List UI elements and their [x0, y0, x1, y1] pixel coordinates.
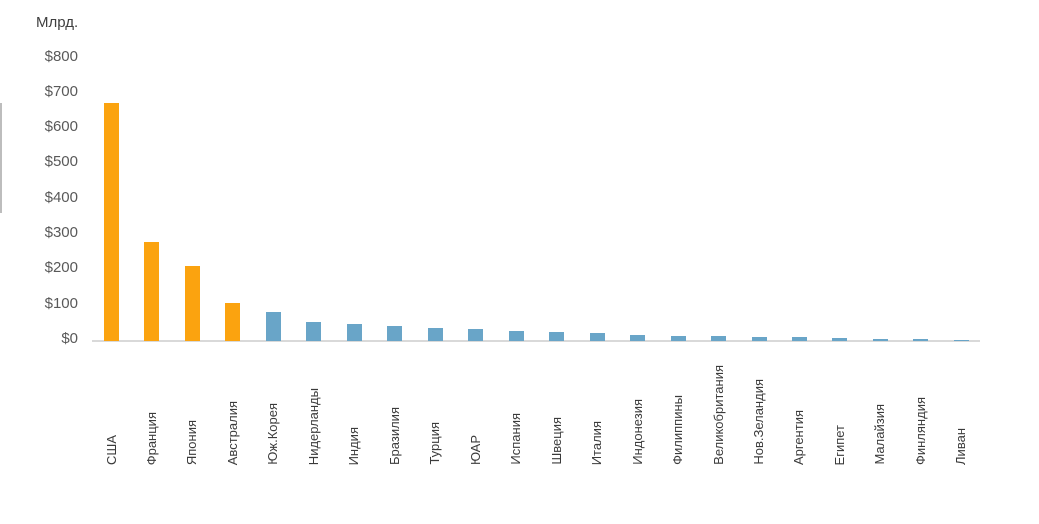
x-axis-label: Нидерланды	[305, 387, 321, 465]
x-axis-label: Бразилия	[386, 407, 402, 465]
y-axis-tick-label: $200	[44, 259, 78, 277]
y-axis-tick-label: $500	[44, 153, 78, 171]
bar	[791, 337, 807, 341]
x-axis-label: Нов.Зеландия	[751, 379, 767, 465]
y-axis-tick-label: $400	[44, 188, 78, 206]
y-axis-tick-label: $800	[44, 47, 78, 65]
x-axis-label: Великобритания	[710, 365, 726, 465]
bar	[346, 324, 362, 341]
bar	[144, 241, 160, 341]
y-axis-tick-label: $100	[44, 294, 78, 312]
bar	[387, 325, 403, 341]
bar	[670, 335, 686, 341]
bar	[630, 335, 646, 341]
x-axis-label: Ливан	[953, 428, 969, 465]
bar	[225, 303, 241, 341]
bar	[832, 338, 848, 341]
bar	[913, 338, 929, 341]
x-axis-label: Италия	[589, 420, 605, 465]
x-axis-label: Испания	[508, 413, 524, 465]
x-axis-label: ЮАР	[467, 434, 483, 465]
x-axis-label: Филиппины	[670, 395, 686, 465]
y-axis-tick-label: $0	[61, 330, 78, 347]
bar	[184, 266, 200, 341]
bar	[265, 312, 281, 341]
bar	[589, 333, 605, 341]
x-axis-label: Индонезия	[629, 399, 645, 465]
x-axis-label: Австралия	[224, 400, 240, 465]
bar	[872, 338, 888, 341]
x-axis-label: Финляндия	[912, 396, 928, 465]
x-axis-label: США	[103, 435, 119, 465]
x-axis-label: Турция	[427, 422, 443, 465]
x-axis-label: Япония	[184, 419, 200, 465]
left-edge-artifact	[0, 103, 2, 213]
y-axis-tick-label: $300	[44, 224, 78, 242]
bar	[953, 340, 969, 341]
bar	[104, 102, 119, 341]
x-axis-label: Аргентия	[791, 409, 807, 465]
x-axis-label: Швеция	[548, 417, 564, 465]
bar	[468, 329, 484, 341]
x-axis-label: Индия	[346, 426, 362, 465]
x-axis-line	[92, 340, 980, 342]
y-axis-tick-label: $600	[44, 118, 78, 136]
x-axis-label: Франция	[143, 411, 159, 465]
bar	[751, 336, 767, 341]
y-axis-unit-label: Млрд.	[36, 14, 79, 31]
bar	[508, 331, 524, 341]
bar	[427, 327, 443, 341]
bar	[306, 321, 322, 341]
y-axis-tick-label: $700	[44, 82, 78, 100]
bar	[549, 331, 565, 341]
x-axis-label: Египет	[831, 424, 847, 465]
bar	[711, 336, 727, 341]
x-axis-label: Малайзия	[872, 404, 888, 465]
x-axis-label: Юж.Корея	[265, 403, 281, 465]
